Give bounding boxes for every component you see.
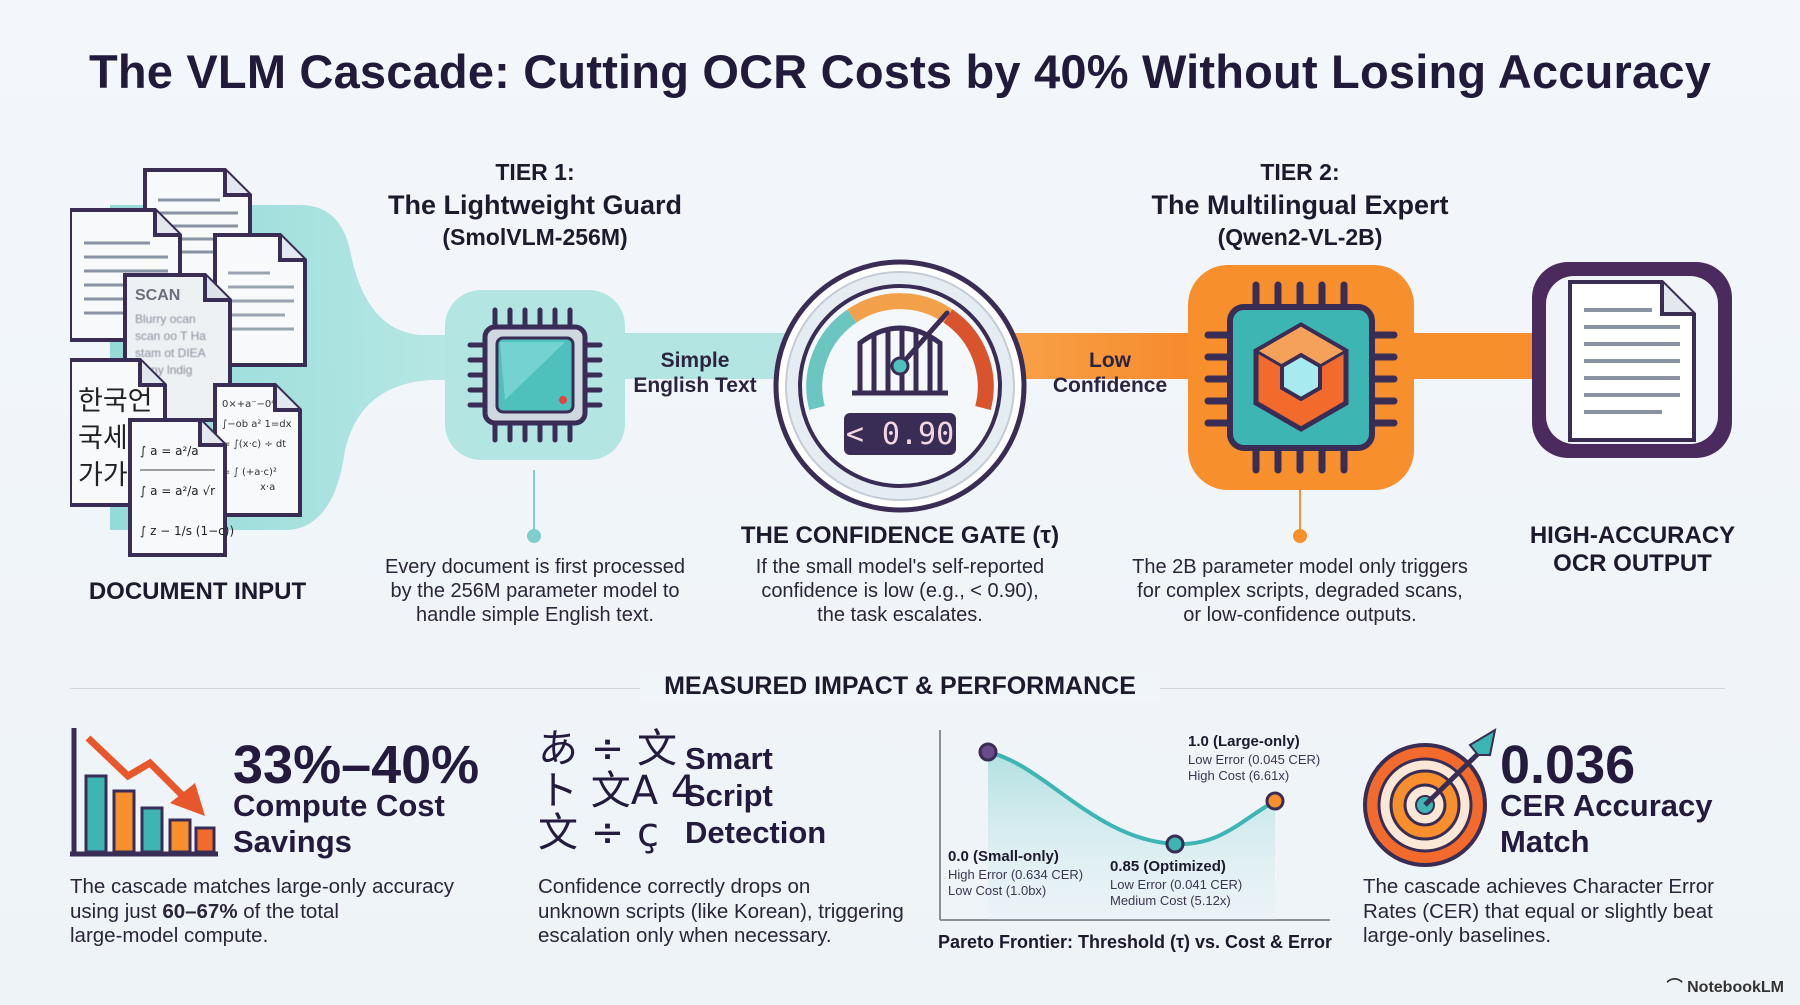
script-description: Confidence correctly drops on unknown sc… — [538, 875, 904, 948]
gate-display-value: < 0.90 — [846, 417, 954, 452]
tier1-tier-label: TIER 1: — [495, 159, 575, 185]
savings-description: The cascade matches large-only accuracy … — [70, 875, 454, 948]
ocr-output-label: HIGH-ACCURACY OCR OUTPUT — [1529, 522, 1736, 578]
pareto-caption: Pareto Frontier: Threshold (τ) vs. Cost … — [937, 932, 1333, 952]
pareto-chart — [939, 730, 1330, 921]
gate-description: If the small model's self-reported confi… — [755, 556, 1045, 626]
accuracy-subtitle: CER Accuracy Match — [1500, 788, 1713, 859]
svg-text:가가: 가가 — [78, 460, 128, 491]
accuracy-value: 0.036 — [1500, 735, 1636, 795]
tier1-model: (SmolVLM-256M) — [442, 223, 628, 250]
low-confidence-label: Low Confidence — [1052, 349, 1168, 398]
document-input-label: DOCUMENT INPUT — [88, 578, 307, 605]
equation-document-icon: ∫ a = a²/a ∫ a = a²/a √r ∫ z − 1/s (1−c)… — [128, 418, 234, 557]
pareto-point-1 — [1165, 834, 1185, 854]
tier2-tier-label: TIER 2: — [1260, 159, 1340, 185]
savings-subtitle: Compute Cost Savings — [233, 788, 445, 859]
svg-text:한국언: 한국언 — [78, 386, 153, 417]
orange-band-1 — [1010, 333, 1210, 379]
svg-text:x·a: x·a — [260, 482, 275, 493]
target-accuracy-icon — [1363, 727, 1497, 867]
document-stack-illustration: SCAN Blurry ocan scan oo T Ha stam ot DI… — [70, 168, 307, 557]
tier2-connector-dot — [1293, 529, 1307, 543]
point-large-only-note: 1.0 (Large-only) Low Error (0.045 CER) H… — [1188, 733, 1321, 783]
page-title: The VLM Cascade: Cutting OCR Costs by 40… — [88, 45, 1712, 98]
svg-text:∫−ob a² 1=dx: ∫−ob a² 1=dx — [222, 419, 292, 430]
orange-band-2 — [1390, 333, 1540, 379]
point-small-only-note: 0.0 (Small-only) High Error (0.634 CER) … — [948, 848, 1084, 898]
svg-text:∫ a = a²/a √r: ∫ a = a²/a √r — [140, 484, 215, 498]
gate-display — [844, 413, 956, 455]
notebooklm-logo-icon: ⌒ — [1666, 979, 1688, 996]
teal-band — [600, 333, 800, 379]
measured-heading: MEASURED IMPACT & PERFORMANCE — [640, 672, 1160, 700]
pareto-curve — [987, 750, 1276, 847]
tier2-description: The 2B parameter model only triggers for… — [1132, 556, 1468, 626]
simple-english-label: Simple English Text — [633, 349, 757, 398]
tier2-header: TIER 2: The Multilingual Expert (Qwen2-V… — [1105, 158, 1495, 253]
script-subtitle: Smart Script Detection — [685, 741, 827, 851]
script-glyphs-icon: あ ÷ 文 ト 文A 4 文 ÷ ç — [538, 726, 697, 856]
tier1-header: TIER 1: The Lightweight Guard (SmolVLM-2… — [340, 158, 730, 253]
confidence-gate-title: THE CONFIDENCE GATE (τ) — [740, 522, 1060, 549]
scan-label: SCAN — [135, 287, 180, 304]
svg-text:= ∫(x·c) ÷ dt: = ∫(x·c) ÷ dt — [222, 439, 286, 450]
pareto-point-0 — [978, 742, 998, 762]
tier1-chip-icon — [445, 290, 625, 460]
savings-value: 33%–40% — [233, 735, 480, 795]
svg-text:∫ a = a²/a: ∫ a = a²/a — [140, 444, 199, 458]
svg-text:= ∫ (+a·c)²: = ∫ (+a·c)² — [222, 467, 277, 478]
tier2-name: The Multilingual Expert — [1151, 189, 1449, 220]
tier1-name: The Lightweight Guard — [388, 189, 682, 220]
pareto-point-2 — [1265, 791, 1285, 811]
confidence-gate-icon: < 0.90 — [773, 259, 1027, 513]
tier2-model: (Qwen2-VL-2B) — [1217, 223, 1383, 250]
scan-text-3: stam ot DIEA — [135, 346, 206, 360]
notebooklm-brand: ⌒ NotebookLM — [1666, 979, 1784, 996]
tier1-description: Every document is first processed by the… — [384, 556, 686, 626]
svg-text:0×+a⁻−0⁴: 0×+a⁻−0⁴ — [222, 399, 275, 410]
savings-highlight: 60–67% — [162, 899, 238, 923]
point-optimized-note: 0.85 (Optimized) Low Error (0.041 CER) M… — [1110, 858, 1243, 908]
document-icon — [213, 233, 307, 367]
math-document-icon: 0×+a⁻−0⁴ ∫−ob a² 1=dx = ∫(x·c) ÷ dt = ∫ … — [213, 383, 302, 517]
tier1-connector-dot — [527, 529, 541, 543]
scan-text-2: scan oo T Ha — [135, 329, 206, 343]
scan-text-1: Blurry ocan — [135, 312, 196, 326]
ocr-output-icon — [1532, 262, 1732, 458]
accuracy-description: The cascade achieves Character Error Rat… — [1363, 875, 1714, 948]
tier2-chip-icon — [1188, 265, 1414, 490]
cost-savings-chart-icon — [70, 728, 218, 857]
svg-text:∫ z − 1/s (1−c)): ∫ z − 1/s (1−c)) — [140, 524, 234, 538]
